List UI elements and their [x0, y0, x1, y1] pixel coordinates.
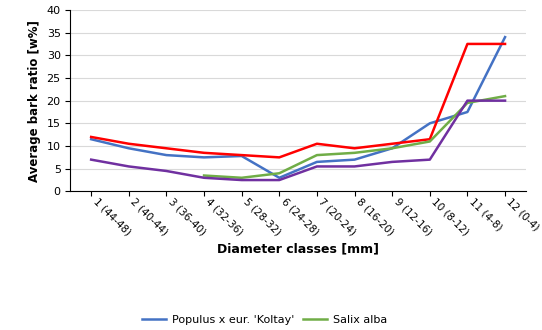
- Populus x eur. 'Koltay': [389, 146, 396, 150]
- Salix alba: [351, 151, 358, 155]
- Populus x eur. 'Koltay': [238, 154, 245, 158]
- Populus x eur. 'Koltay': [276, 176, 282, 180]
- Salix alba: [502, 94, 508, 98]
- Robinia pseudoacacia: [201, 176, 207, 180]
- Robinia pseudoacacia: [276, 178, 282, 182]
- Populus x eur. 'Koltay': [314, 160, 320, 164]
- Line: Robinia pseudoacacia: Robinia pseudoacacia: [91, 101, 505, 180]
- Robinia pseudoacacia: [351, 164, 358, 168]
- Robinia pseudoacacia: [126, 164, 132, 168]
- Robinia pseudoacacia: [163, 169, 170, 173]
- Populus x eur. 'Koltay': [126, 146, 132, 150]
- Populus x eur. 'I-214': [201, 151, 207, 155]
- Salix alba: [464, 101, 470, 105]
- Populus x eur. 'I-214': [276, 155, 282, 159]
- Populus x eur. 'I-214': [126, 142, 132, 146]
- Populus x eur. 'Koltay': [163, 153, 170, 157]
- Robinia pseudoacacia: [464, 99, 470, 103]
- Robinia pseudoacacia: [238, 178, 245, 182]
- Populus x eur. 'I-214': [88, 135, 94, 139]
- Populus x eur. 'Koltay': [427, 121, 433, 125]
- Populus x eur. 'Koltay': [351, 158, 358, 162]
- Robinia pseudoacacia: [88, 158, 94, 162]
- Line: Populus x eur. 'Koltay': Populus x eur. 'Koltay': [91, 37, 505, 178]
- Robinia pseudoacacia: [427, 158, 433, 162]
- X-axis label: Diameter classes [mm]: Diameter classes [mm]: [217, 243, 379, 256]
- Line: Populus x eur. 'I-214': Populus x eur. 'I-214': [91, 44, 505, 157]
- Robinia pseudoacacia: [314, 164, 320, 168]
- Populus x eur. 'I-214': [464, 42, 470, 46]
- Populus x eur. 'I-214': [427, 137, 433, 141]
- Populus x eur. 'Koltay': [502, 35, 508, 39]
- Line: Salix alba: Salix alba: [204, 96, 505, 178]
- Robinia pseudoacacia: [389, 160, 396, 164]
- Robinia pseudoacacia: [502, 99, 508, 103]
- Populus x eur. 'Koltay': [88, 137, 94, 141]
- Populus x eur. 'I-214': [502, 42, 508, 46]
- Salix alba: [276, 171, 282, 175]
- Populus x eur. 'Koltay': [464, 110, 470, 114]
- Salix alba: [427, 140, 433, 144]
- Legend: Populus x eur. 'Koltay', Populus x eur. 'I-214', Salix alba, Robinia pseudoacaci: Populus x eur. 'Koltay', Populus x eur. …: [136, 310, 460, 330]
- Populus x eur. 'Koltay': [201, 155, 207, 159]
- Populus x eur. 'I-214': [389, 142, 396, 146]
- Salix alba: [238, 176, 245, 180]
- Populus x eur. 'I-214': [238, 153, 245, 157]
- Salix alba: [314, 153, 320, 157]
- Salix alba: [389, 146, 396, 150]
- Populus x eur. 'I-214': [314, 142, 320, 146]
- Populus x eur. 'I-214': [351, 146, 358, 150]
- Y-axis label: Average bark ratio [w%]: Average bark ratio [w%]: [28, 20, 41, 182]
- Populus x eur. 'I-214': [163, 146, 170, 150]
- Salix alba: [201, 174, 207, 178]
